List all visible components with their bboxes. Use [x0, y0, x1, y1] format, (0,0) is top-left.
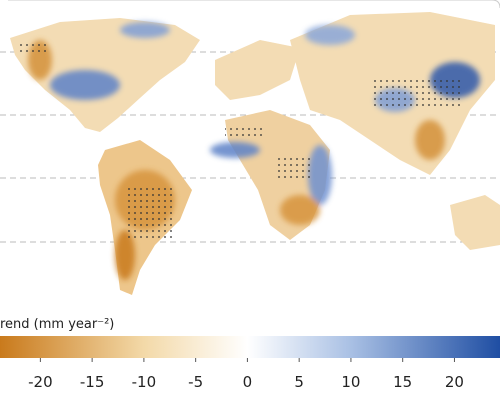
australia	[450, 195, 500, 250]
map-frame	[8, 0, 500, 9]
tick-label: -10	[132, 373, 157, 391]
colorbar-ramp	[0, 336, 500, 358]
colorbar: -20 -15 -10 -5 0 5 10 15 20	[0, 336, 500, 391]
map	[0, 0, 500, 295]
tick-label: -15	[80, 373, 105, 391]
tick-label: 10	[341, 373, 360, 391]
tick-label: 20	[445, 373, 464, 391]
tick-label: 5	[294, 373, 304, 391]
tick-label: 15	[393, 373, 412, 391]
tick-label: -20	[28, 373, 53, 391]
significance-dots	[20, 40, 460, 240]
colorbar-label: rend (mm year⁻²)	[0, 317, 114, 332]
tick-label: 0	[243, 373, 253, 391]
tick-label: -5	[188, 373, 203, 391]
europe	[215, 40, 300, 100]
